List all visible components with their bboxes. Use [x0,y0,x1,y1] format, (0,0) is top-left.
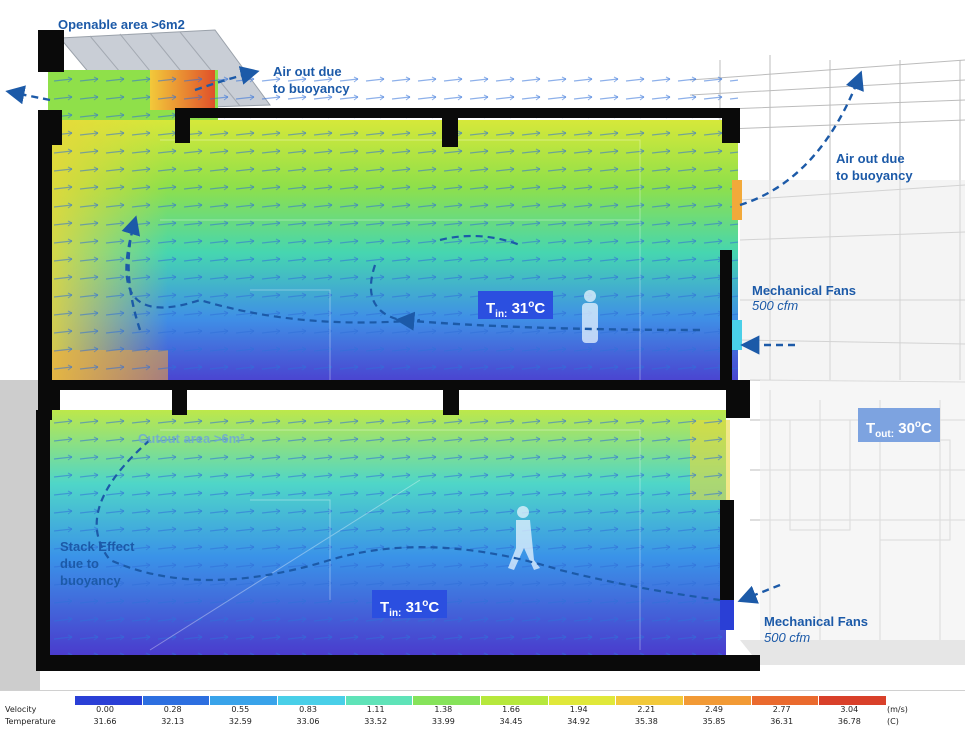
legend-swatch [345,696,413,705]
legend-swatch [142,696,210,705]
legend-swatch [548,696,616,705]
legend-velocity-value: 0.83 [299,705,317,714]
stack-effect-line1: Stack Effect [60,539,135,554]
legend-temperature-value: 33.52 [364,717,388,726]
building-section-drawing [0,29,965,690]
legend-swatch [819,696,886,705]
cfd-section-diagram: Openable area >6m2 Air out due to buoyan… [0,17,965,690]
stack-effect-line2: due to [60,556,99,571]
color-legend: Velocity Temperature 0.00 0.28 0.55 0.83 1.1… [0,690,965,733]
legend-swatch [413,696,480,705]
air-out-roof-line1: Air out due [273,64,342,79]
legend-temperature-value: 32.59 [228,717,252,726]
legend-swatch [481,696,548,705]
legend-velocity-value: 1.38 [434,705,453,714]
air-out-label-facade: Air out due to buoyancy [836,150,913,184]
legend-velocity-value: 2.49 [705,705,723,714]
cutout-area-label: Cutout area >6m² [138,431,245,446]
legend-velocity-unit: (m/s) [887,705,908,714]
legend-velocity-value: 1.94 [569,705,588,714]
legend-temperature-value: 32.13 [161,717,185,726]
legend-temperature-value: 34.45 [499,717,523,726]
upper-indoor-temperature-tag: Tin: 31oC [478,291,554,320]
air-out-facade-line2: to buoyancy [836,168,913,183]
legend-temperature-unit: (C) [887,717,899,726]
openable-area-label: Openable area >6m2 [58,17,185,32]
legend-temperature-value: 31.66 [93,717,117,726]
legend-swatch [751,696,819,705]
legend-swatch [684,696,751,705]
legend-temperature-value: 33.99 [431,717,455,726]
mechanical-fans-lower-cfm: 500 cfm [764,630,811,645]
outdoor-temperature-tag: Tout: 30oC [858,408,940,442]
lower-indoor-temperature-tag: Tin: 31oC [372,590,448,619]
legend-temperature-value: 34.92 [567,717,591,726]
stack-effect-label: Stack Effect due to buoyancy [60,538,134,589]
air-out-label-roof: Air out due to buoyancy [273,63,350,97]
legend-velocity-value: 0.55 [231,705,250,714]
legend-velocity-label: Velocity [5,705,37,714]
legend-temperature-value: 35.85 [702,717,726,726]
legend-temperature-value: 35.38 [634,717,658,726]
legend-velocity-value: 1.66 [502,705,520,714]
air-out-facade-line1: Air out due [836,151,905,166]
legend-velocity-value: 1.11 [366,705,385,714]
legend-velocity-value: 0.00 [96,705,114,714]
legend-velocity-value: 0.28 [163,705,182,714]
mechanical-fans-upper-cfm: 500 cfm [752,298,799,313]
legend-temperature-value: 36.78 [837,717,861,726]
legend-swatch [616,696,683,705]
legend-temperature-value: 36.31 [770,717,794,726]
legend-swatch [75,696,142,705]
legend-velocity-value: 3.04 [840,705,859,714]
mechanical-fans-upper-label: Mechanical Fans [752,283,857,298]
air-out-roof-line2: to buoyancy [273,81,350,96]
legend-temperature-label: Temperature [5,717,56,726]
legend-swatch [210,696,277,705]
stack-effect-line3: buoyancy [60,573,121,588]
legend-velocity-value: 2.77 [772,705,791,714]
mechanical-fans-lower-label: Mechanical Fans [764,614,869,629]
legend-velocity-value: 2.21 [637,705,656,714]
legend-temperature-value: 33.06 [296,717,320,726]
legend-swatch [278,696,345,705]
